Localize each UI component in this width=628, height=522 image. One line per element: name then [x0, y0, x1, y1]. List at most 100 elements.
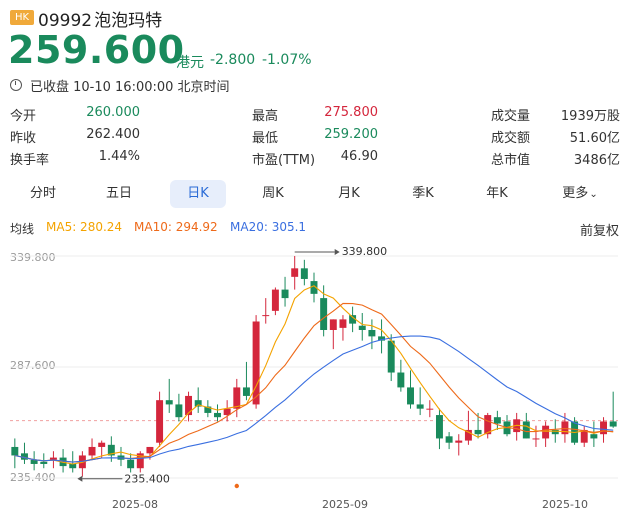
event-marker-dot: [234, 483, 239, 489]
mktcap-label: 总市值: [491, 153, 531, 168]
ma20-legend: MA20: 305.1: [230, 220, 307, 234]
tab-more[interactable]: 更多⌄: [555, 180, 605, 208]
pe-value: 46.90: [340, 149, 378, 164]
candle-body: [21, 453, 28, 460]
low-value: 259.200: [324, 127, 378, 142]
stock-name: 泡泡玛特: [94, 11, 163, 31]
candle-body: [532, 438, 540, 440]
candle-body: [156, 400, 164, 443]
candle-body: [378, 336, 386, 341]
ma20-line: [14, 335, 614, 463]
candle-body: [262, 315, 270, 317]
candle-body: [88, 446, 96, 456]
turnover-value: 51.60亿: [569, 131, 620, 146]
candle-body: [455, 440, 463, 443]
candle-body: [320, 298, 328, 330]
pe-label: 市盈(TTM): [252, 153, 316, 168]
adjust-button[interactable]: 前复权: [580, 224, 620, 239]
candle-body: [542, 425, 550, 439]
candle-body: [291, 268, 299, 277]
x-label-oct: 2025-10: [542, 498, 588, 511]
ma5-line: [14, 285, 614, 465]
candle-body: [445, 436, 453, 443]
ma10-legend: MA10: 294.92: [134, 220, 218, 234]
currency-label: 港元: [176, 55, 204, 71]
ma-label: 均线: [10, 222, 35, 236]
candle-body: [271, 289, 279, 311]
tab-monthly[interactable]: 月K: [338, 186, 360, 201]
candle-body: [11, 446, 19, 456]
low-label: 最低: [252, 131, 279, 146]
candle-body: [435, 415, 443, 439]
tab-5day[interactable]: 五日: [105, 186, 132, 201]
x-label-aug: 2025-08: [112, 498, 158, 511]
candle-body: [233, 387, 241, 409]
candle-body: [127, 459, 135, 469]
market-badge: HK: [10, 10, 34, 25]
candle-body: [387, 340, 395, 373]
min-price-label: 235.400: [124, 473, 170, 486]
candle-body: [368, 330, 376, 337]
tab-quarterly[interactable]: 季K: [412, 186, 434, 201]
candle-body: [358, 325, 366, 330]
prevclose-label: 昨收: [10, 131, 37, 146]
turnover-rate-value: 1.44%: [98, 149, 140, 164]
candle-body: [493, 417, 501, 424]
candle-body: [590, 434, 598, 439]
volume-value: 1939万股: [560, 109, 620, 124]
open-label: 今开: [10, 109, 37, 124]
candle-body: [484, 415, 492, 435]
stock-title: 09992 泡泡玛特: [38, 6, 162, 31]
candle-body: [551, 429, 559, 435]
candle-body: [194, 400, 202, 407]
candle-body: [561, 421, 569, 435]
candle-body: [107, 444, 115, 456]
candle-body: [69, 463, 77, 469]
high-label: 最高: [252, 109, 279, 124]
tab-yearly[interactable]: 年K: [486, 186, 508, 201]
candle-body: [40, 461, 48, 464]
max-pointer-arrow: [334, 249, 340, 255]
candle-body: [185, 395, 193, 416]
y-tick-top: 339.800: [10, 251, 56, 264]
candle-body: [522, 421, 530, 439]
price-change-pct: -1.07%: [262, 52, 312, 68]
x-label-sep: 2025-09: [322, 498, 368, 511]
candle-body: [474, 429, 482, 435]
turnover-label: 成交额: [491, 131, 531, 146]
candle-body: [600, 421, 607, 435]
candle-body: [397, 372, 405, 388]
tab-weekly[interactable]: 周K: [262, 186, 284, 201]
price-change: -2.800: [210, 52, 256, 68]
last-price: 259.600: [8, 28, 185, 72]
open-value: 260.000: [86, 105, 140, 120]
candle-body: [580, 429, 588, 443]
candle-body: [30, 459, 38, 464]
candle-body: [175, 404, 183, 418]
candle-body: [300, 268, 308, 279]
high-value: 275.800: [324, 105, 378, 120]
chevron-down-icon: ⌄: [589, 189, 598, 200]
candle-body: [339, 319, 347, 328]
candle-body: [204, 406, 212, 413]
candle-body: [165, 400, 173, 405]
max-price-label: 339.800: [342, 245, 388, 258]
tab-daily[interactable]: 日K: [170, 180, 226, 208]
candle-body: [146, 446, 154, 454]
candle-body: [609, 421, 617, 427]
clock-icon: [10, 79, 22, 91]
candle-body: [281, 289, 289, 299]
mktcap-value: 3486亿: [573, 153, 620, 168]
prevclose-value: 262.400: [86, 127, 140, 142]
tab-intraday[interactable]: 分时: [29, 186, 56, 201]
candle-body: [426, 408, 434, 410]
candle-body: [98, 442, 106, 447]
stock-code: 09992: [38, 11, 93, 31]
candle-body: [329, 319, 337, 330]
volume-label: 成交量: [491, 109, 531, 124]
turnover-rate-label: 换手率: [10, 153, 50, 168]
tab-more-label: 更多: [562, 186, 589, 201]
candle-body: [252, 321, 260, 405]
candle-body: [416, 404, 424, 409]
